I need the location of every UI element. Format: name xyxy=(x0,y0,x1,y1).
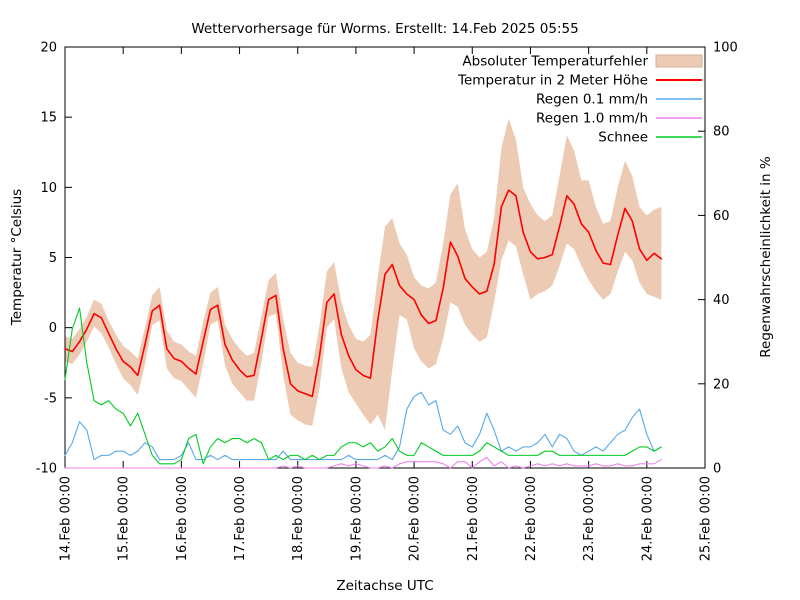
x-tick-label: 19.Feb 00:00 xyxy=(349,476,364,561)
rain-01mmh-line xyxy=(64,391,662,461)
y-left-tick-label: 5 xyxy=(49,251,57,266)
y-right-tick-label: 20 xyxy=(713,377,730,392)
y-left-tick-label: -5 xyxy=(44,391,57,406)
x-tick-label: 17.Feb 00:00 xyxy=(233,476,248,561)
y-right-tick-label: 60 xyxy=(713,209,730,224)
legend-label-rain-01mmh: Regen 0.1 mm/h xyxy=(536,92,648,108)
x-tick-label: 20.Feb 00:00 xyxy=(408,476,423,561)
legend-label-snow: Schnee xyxy=(598,130,648,146)
legend-label-rain-10mmh: Regen 1.0 mm/h xyxy=(536,111,648,127)
x-tick-label: 22.Feb 00:00 xyxy=(524,476,539,561)
x-tick-label: 14.Feb 00:00 xyxy=(59,476,74,561)
legend-label-temperature-2m: Temperatur in 2 Meter Höhe xyxy=(457,73,648,89)
legend-label-temp-error-band: Absoluter Temperaturfehler xyxy=(462,54,648,70)
rain-10mmh-line xyxy=(64,456,662,469)
x-tick-label: 24.Feb 00:00 xyxy=(640,476,655,561)
y-left-tick-label: 0 xyxy=(49,321,57,336)
y-right-tick-label: 80 xyxy=(713,125,730,140)
x-tick-label: 16.Feb 00:00 xyxy=(175,476,190,561)
y-left-tick-label: -10 xyxy=(36,462,57,477)
y-right-tick-label: 100 xyxy=(713,41,738,56)
temperature-2m-line xyxy=(64,189,663,398)
x-tick-label: 21.Feb 00:00 xyxy=(466,476,481,561)
chart-title: Wettervorhersage für Worms. Erstellt: 14… xyxy=(191,21,579,37)
temp-error-band-area xyxy=(65,118,662,431)
x-tick-label: 23.Feb 00:00 xyxy=(582,476,597,561)
x-tick-label: 15.Feb 00:00 xyxy=(117,476,132,561)
y-left-tick-label: 20 xyxy=(40,41,57,56)
legend-swatch-temp-error-band xyxy=(655,54,703,68)
y-right-tick-label: 0 xyxy=(713,462,721,477)
snow-line xyxy=(64,307,662,465)
x-axis-label: Zeitachse UTC xyxy=(336,578,434,594)
x-tick-label: 18.Feb 00:00 xyxy=(291,476,306,561)
y-left-tick-label: 15 xyxy=(40,111,57,126)
y-right-tick-label: 40 xyxy=(713,293,730,308)
y-left-tick-label: 10 xyxy=(40,181,57,196)
x-tick-label: 25.Feb 00:00 xyxy=(699,476,714,561)
